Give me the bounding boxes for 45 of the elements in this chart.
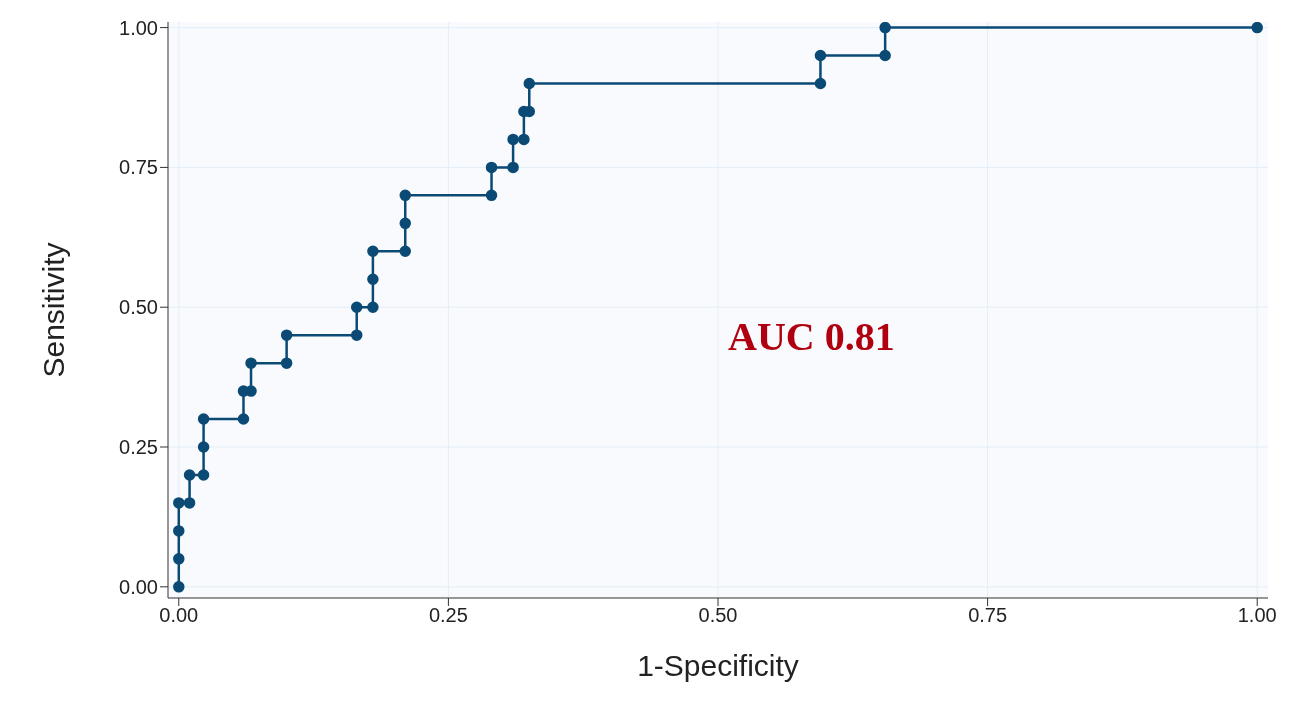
point bbox=[879, 22, 891, 34]
x-tick-label: 0.00 bbox=[159, 604, 199, 627]
y-tick-label: 0.25 bbox=[119, 436, 158, 459]
point bbox=[399, 189, 412, 202]
point bbox=[280, 357, 293, 369]
point bbox=[197, 469, 210, 481]
x-tick-label: 0.50 bbox=[698, 604, 738, 627]
point bbox=[367, 245, 379, 258]
y-axis-title: Sensitivity bbox=[36, 242, 70, 378]
point bbox=[507, 161, 519, 174]
point bbox=[485, 189, 498, 202]
point bbox=[197, 441, 210, 453]
point bbox=[879, 49, 891, 62]
point bbox=[367, 301, 379, 313]
x-tick-label: 1.00 bbox=[1237, 604, 1277, 627]
x-axis-title: 1-Specificity bbox=[637, 649, 799, 682]
y-tick-label: 0.00 bbox=[119, 575, 158, 598]
point bbox=[399, 245, 412, 258]
point bbox=[350, 329, 363, 341]
point bbox=[518, 133, 530, 146]
point bbox=[173, 553, 185, 565]
point bbox=[507, 133, 519, 146]
point bbox=[1251, 22, 1263, 34]
y-tick-label: 0.50 bbox=[119, 296, 158, 319]
point bbox=[814, 49, 827, 62]
point bbox=[399, 217, 412, 230]
point bbox=[173, 497, 185, 509]
point bbox=[280, 329, 293, 341]
y-tick-label: 0.75 bbox=[119, 156, 158, 179]
y-tick-label: 1.00 bbox=[119, 16, 158, 39]
point bbox=[367, 273, 379, 285]
point bbox=[485, 161, 498, 174]
point bbox=[350, 301, 363, 313]
point bbox=[814, 77, 827, 90]
point bbox=[183, 497, 196, 509]
point bbox=[173, 581, 185, 593]
point bbox=[523, 77, 536, 90]
point bbox=[183, 469, 196, 481]
x-tick-label: 0.25 bbox=[428, 604, 468, 627]
annotation: AUC 0.81 bbox=[728, 313, 895, 360]
point bbox=[237, 413, 250, 425]
point bbox=[197, 413, 210, 425]
point bbox=[245, 357, 257, 369]
point bbox=[173, 525, 185, 537]
x-tick-label: 0.75 bbox=[968, 604, 1008, 627]
